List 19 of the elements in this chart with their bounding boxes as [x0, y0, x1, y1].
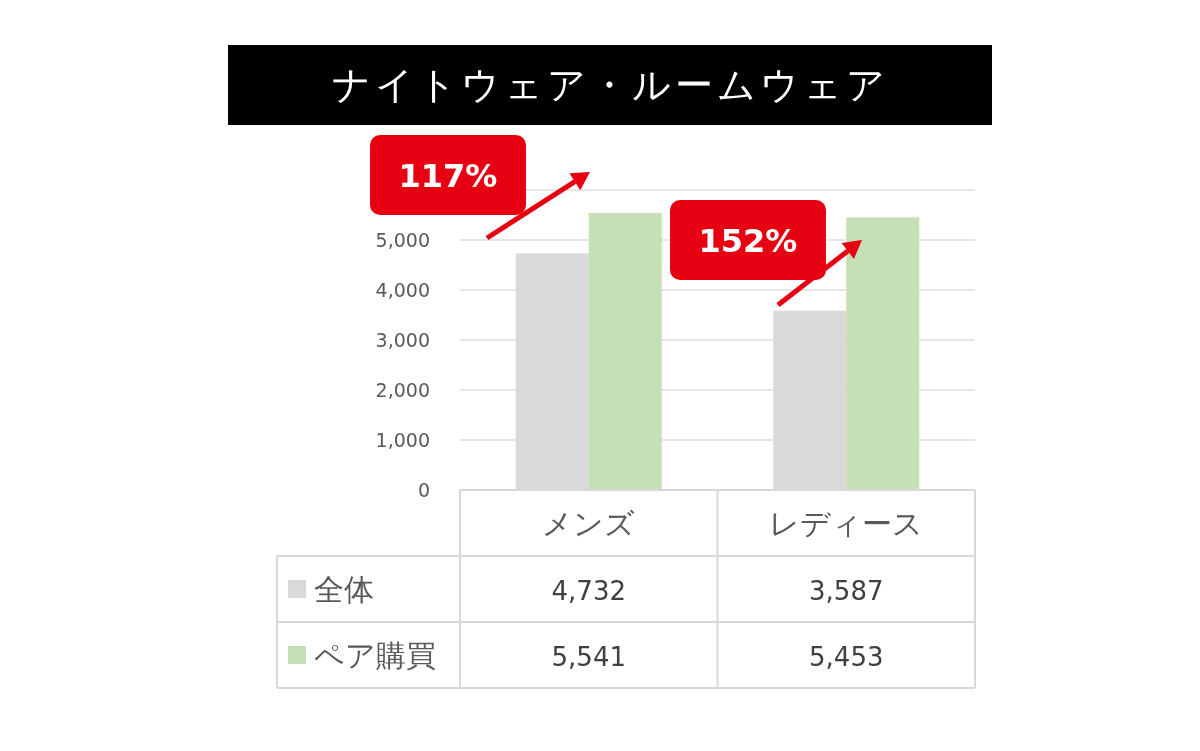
data-label: 5,541 [551, 642, 626, 672]
annotation: 117% [398, 157, 498, 195]
y-tick-label: 4,000 [375, 279, 430, 301]
y-tick-label: 3,000 [375, 329, 430, 351]
y-tick-label: 1,000 [375, 429, 430, 451]
annotation: 152% [698, 222, 798, 260]
x-tick-label: レディース [769, 506, 924, 541]
data-label: 3,587 [809, 576, 884, 606]
y-tick-label: 0 [417, 479, 430, 501]
y-tick-label: 5,000 [375, 229, 430, 251]
chart-title: ナイトウェア・ルームウェア [331, 63, 889, 107]
data-label: 4,732 [551, 576, 626, 606]
x-tick-label: メンズ [542, 506, 636, 541]
legend-label: ペア購買 [314, 638, 436, 673]
bar [588, 212, 662, 490]
data-label: 5,453 [809, 642, 884, 672]
y-tick-label: 2,000 [375, 379, 430, 401]
legend-label: 全体 [314, 572, 374, 607]
bar [846, 217, 920, 490]
